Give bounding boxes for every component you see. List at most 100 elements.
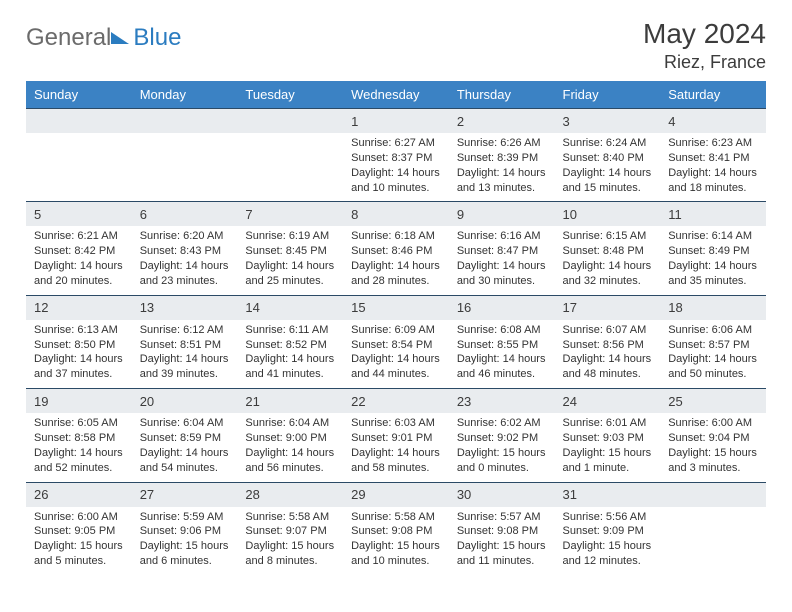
sunrise-line: Sunrise: 5:58 AM [245, 511, 329, 523]
day-number-cell: 5 [26, 202, 132, 227]
daylight-line: Daylight: 14 hours and 32 minutes. [563, 260, 652, 287]
sunset-line: Sunset: 8:39 PM [457, 152, 538, 164]
day-info-cell [132, 133, 238, 202]
daylight-line: Daylight: 14 hours and 23 minutes. [140, 260, 229, 287]
brand-triangle-icon [111, 32, 129, 44]
day-info-row: Sunrise: 6:00 AMSunset: 9:05 PMDaylight:… [26, 507, 766, 575]
day-info-cell: Sunrise: 6:24 AMSunset: 8:40 PMDaylight:… [555, 133, 661, 202]
brand-word2: Blue [133, 24, 181, 52]
sunset-line: Sunset: 8:54 PM [351, 339, 432, 351]
sunrise-line: Sunrise: 5:59 AM [140, 511, 224, 523]
day-info-cell: Sunrise: 6:04 AMSunset: 9:00 PMDaylight:… [237, 413, 343, 482]
daylight-line: Daylight: 14 hours and 10 minutes. [351, 167, 440, 194]
day-info-cell: Sunrise: 6:00 AMSunset: 9:04 PMDaylight:… [660, 413, 766, 482]
sunset-line: Sunset: 9:06 PM [140, 525, 221, 537]
sunset-line: Sunset: 9:08 PM [351, 525, 432, 537]
daylight-line: Daylight: 15 hours and 8 minutes. [245, 540, 334, 567]
location-label: Riez, France [643, 52, 766, 73]
sunrise-line: Sunrise: 6:13 AM [34, 324, 118, 336]
header-right: May 2024 Riez, France [643, 18, 766, 73]
day-number-cell: 11 [660, 202, 766, 227]
sunrise-line: Sunrise: 6:09 AM [351, 324, 435, 336]
sunrise-line: Sunrise: 6:04 AM [245, 417, 329, 429]
sunrise-line: Sunrise: 6:18 AM [351, 230, 435, 242]
day-info-cell: Sunrise: 6:19 AM Sunset: 8:45 PM Daylight:… [237, 226, 343, 295]
day-info-cell: Sunrise: 5:59 AMSunset: 9:06 PMDaylight:… [132, 507, 238, 575]
day-info-cell: Sunrise: 6:16 AMSunset: 8:47 PMDaylight:… [449, 226, 555, 295]
sunset-line: Sunset: 8:59 PM [140, 432, 221, 444]
day-number-cell: 20 [132, 389, 238, 414]
day-info-cell: Sunrise: 6:26 AMSunset: 8:39 PMDaylight:… [449, 133, 555, 202]
sunrise-line: Sunrise: 6:12 AM [140, 324, 224, 336]
daylight-line: Daylight: 14 hours and 15 minutes. [563, 167, 652, 194]
sunset-line: Sunset: 8:37 PM [351, 152, 432, 164]
day-number-cell: 12 [26, 295, 132, 320]
daylight-line: Daylight: 14 hours and 20 minutes. [34, 260, 123, 287]
day-info-cell [237, 133, 343, 202]
daylight-line: Daylight: 14 hours and 25 minutes. [245, 260, 334, 287]
sunset-line: Sunset: 9:07 PM [245, 525, 326, 537]
sunset-line: Sunset: 8:58 PM [34, 432, 115, 444]
daylight-line: Daylight: 14 hours and 52 minutes. [34, 447, 123, 474]
day-number-cell: 25 [660, 389, 766, 414]
day-number-cell: 30 [449, 482, 555, 507]
sunrise-line: Sunrise: 6:06 AM [668, 324, 752, 336]
sunset-line: Sunset: 9:04 PM [668, 432, 749, 444]
sunset-line: Sunset: 8:56 PM [563, 339, 644, 351]
day-number-cell: 28 [237, 482, 343, 507]
day-number-row: 1234 [26, 109, 766, 134]
daylight-line: Daylight: 14 hours and 56 minutes. [245, 447, 334, 474]
day-info-cell: Sunrise: 6:11 AMSunset: 8:52 PMDaylight:… [237, 320, 343, 389]
day-number-cell: 7 [237, 202, 343, 227]
day-info-cell: Sunrise: 6:05 AM Sunset: 8:58 PM Daylight:… [26, 413, 132, 482]
sunrise-line: Sunrise: 6:19 AM [245, 230, 329, 242]
day-number-cell: 6 [132, 202, 238, 227]
day-number-cell [237, 109, 343, 134]
sunrise-line: Sunrise: 6:05 AM [34, 417, 118, 429]
sunrise-line: Sunrise: 5:58 AM [351, 511, 435, 523]
day-number-cell: 26 [26, 482, 132, 507]
sunset-line: Sunset: 8:46 PM [351, 245, 432, 257]
day-info-cell: Sunrise: 6:27 AM Sunset: 8:37 PM Daylight:… [343, 133, 449, 202]
sunrise-line: Sunrise: 6:08 AM [457, 324, 541, 336]
sunset-line: Sunset: 8:45 PM [245, 245, 326, 257]
day-number-cell: 31 [555, 482, 661, 507]
day-info-cell: Sunrise: 6:21 AMSunset: 8:42 PMDaylight:… [26, 226, 132, 295]
day-number-cell: 1 [343, 109, 449, 134]
sunset-line: Sunset: 9:02 PM [457, 432, 538, 444]
day-info-cell: Sunrise: 6:00 AMSunset: 9:05 PMDaylight:… [26, 507, 132, 575]
day-info-cell: Sunrise: 6:06 AMSunset: 8:57 PMDaylight:… [660, 320, 766, 389]
day-info-cell: Sunrise: 5:58 AM Sunset: 9:07 PM Daylight:… [237, 507, 343, 575]
day-info-row: Sunrise: 6:21 AMSunset: 8:42 PMDaylight:… [26, 226, 766, 295]
day-number-cell: 17 [555, 295, 661, 320]
day-number-cell: 23 [449, 389, 555, 414]
sunrise-line: Sunrise: 6:01 AM [563, 417, 647, 429]
sunset-line: Sunset: 8:52 PM [245, 339, 326, 351]
daylight-line: Daylight: 15 hours and 0 minutes. [457, 447, 546, 474]
daylight-line: Daylight: 14 hours and 58 minutes. [351, 447, 440, 474]
day-number-cell: 16 [449, 295, 555, 320]
sunrise-line: Sunrise: 6:15 AM [563, 230, 647, 242]
calendar-page: General Blue May 2024 Riez, France Sunda… [0, 0, 792, 612]
daylight-line: Daylight: 15 hours and 5 minutes. [34, 540, 123, 567]
sunrise-line: Sunrise: 6:20 AM [140, 230, 224, 242]
day-number-row: 12131415161718 [26, 295, 766, 320]
sunset-line: Sunset: 9:05 PM [34, 525, 115, 537]
day-info-cell: Sunrise: 6:09 AMSunset: 8:54 PMDaylight:… [343, 320, 449, 389]
sunrise-line: Sunrise: 6:14 AM [668, 230, 752, 242]
daylight-line: Daylight: 14 hours and 46 minutes. [457, 353, 546, 380]
sunset-line: Sunset: 9:01 PM [351, 432, 432, 444]
day-number-cell: 10 [555, 202, 661, 227]
day-info-cell: Sunrise: 6:02 AMSunset: 9:02 PMDaylight:… [449, 413, 555, 482]
sunrise-line: Sunrise: 6:04 AM [140, 417, 224, 429]
sunrise-line: Sunrise: 6:27 AM [351, 137, 435, 149]
sunset-line: Sunset: 9:08 PM [457, 525, 538, 537]
daylight-line: Daylight: 14 hours and 28 minutes. [351, 260, 440, 287]
sunset-line: Sunset: 8:40 PM [563, 152, 644, 164]
daylight-line: Daylight: 14 hours and 13 minutes. [457, 167, 546, 194]
weekday-thu: Thursday [449, 81, 555, 109]
weekday-sun: Sunday [26, 81, 132, 109]
day-number-cell: 29 [343, 482, 449, 507]
sunset-line: Sunset: 9:03 PM [563, 432, 644, 444]
day-number-row: 567891011 [26, 202, 766, 227]
